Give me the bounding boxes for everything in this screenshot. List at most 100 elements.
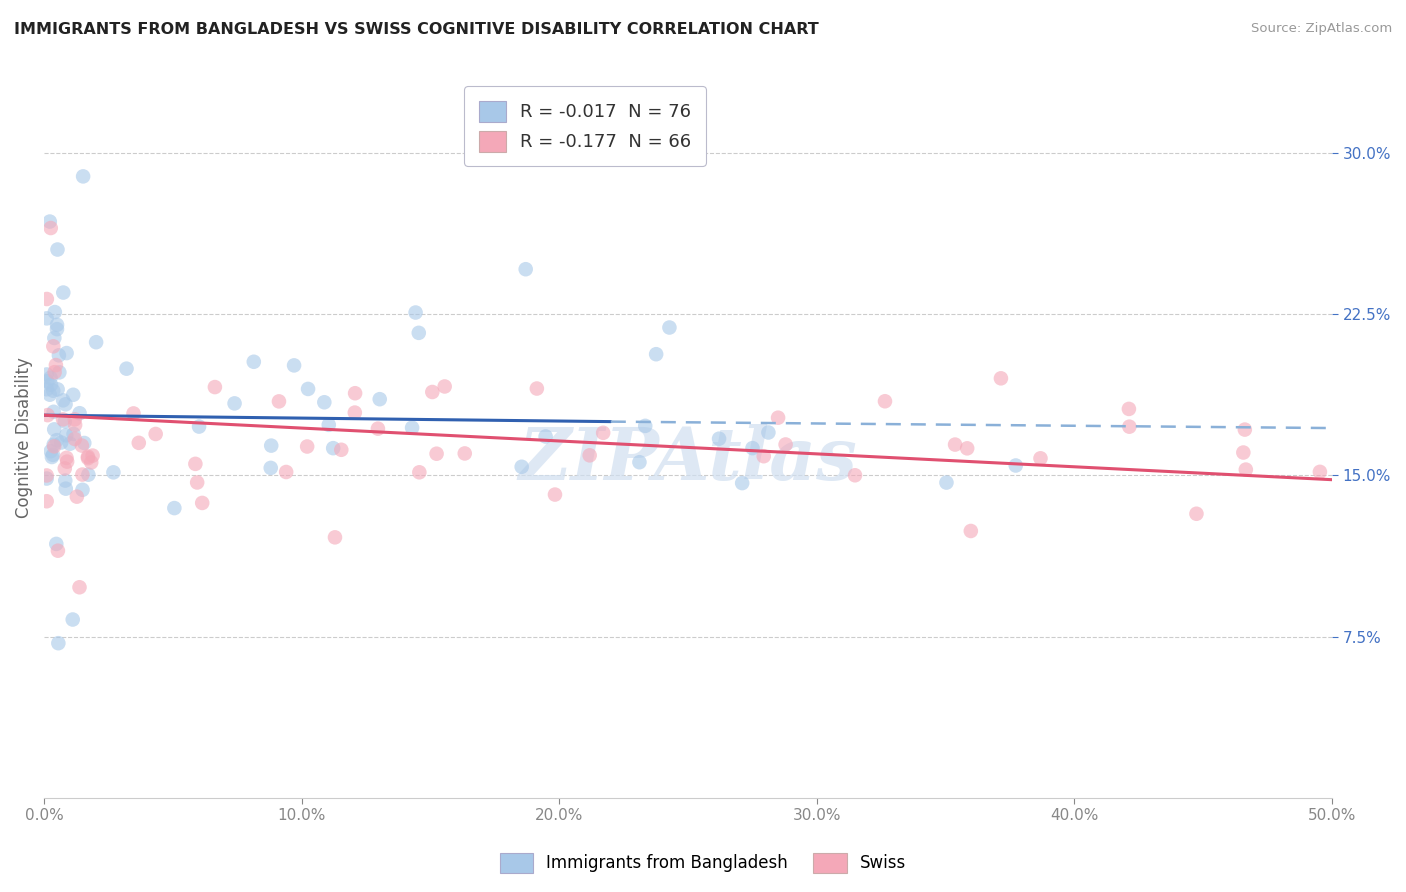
Point: [55, 397, 77, 411]
Point: [454, 446, 477, 460]
Point: [731, 476, 754, 491]
Point: [39, 377, 62, 392]
Text: IMMIGRANTS FROM BANGLADESH VS SWISS COGNITIVE DISABILITY CORRELATION CHART: IMMIGRANTS FROM BANGLADESH VS SWISS COGN…: [14, 22, 818, 37]
Point: [534, 429, 557, 443]
Point: [367, 422, 389, 436]
Point: [935, 475, 957, 490]
Point: [35, 292, 58, 306]
Point: [63, 417, 86, 432]
Point: [408, 465, 430, 479]
Point: [1234, 462, 1257, 476]
Point: [46, 243, 69, 257]
Point: [38, 214, 60, 228]
Point: [48, 365, 70, 379]
Point: [344, 386, 367, 401]
Point: [44, 331, 66, 345]
Point: [204, 380, 226, 394]
Point: [526, 382, 548, 396]
Point: [48, 348, 70, 362]
Point: [163, 501, 186, 516]
Point: [41, 450, 63, 464]
Point: [82, 449, 104, 463]
Point: [544, 487, 567, 501]
Point: [1232, 445, 1254, 459]
Point: [39, 370, 62, 384]
Point: [323, 530, 346, 544]
Point: [62, 613, 84, 627]
Point: [943, 437, 966, 451]
Point: [80, 455, 103, 469]
Point: [42, 405, 65, 419]
Point: [283, 359, 305, 373]
Point: [990, 371, 1012, 385]
Point: [408, 326, 430, 340]
Point: [510, 459, 533, 474]
Point: [260, 461, 283, 475]
Point: [314, 395, 336, 409]
Point: [752, 449, 775, 463]
Text: Source: ZipAtlas.com: Source: ZipAtlas.com: [1251, 22, 1392, 36]
Point: [775, 437, 797, 451]
Point: [115, 361, 138, 376]
Point: [1004, 458, 1026, 473]
Point: [46, 382, 69, 396]
Point: [243, 355, 266, 369]
Point: [77, 451, 100, 466]
Point: [186, 475, 208, 490]
Point: [844, 468, 866, 483]
Point: [55, 346, 77, 360]
Point: [592, 425, 614, 440]
Point: [1185, 507, 1208, 521]
Point: [343, 406, 366, 420]
Point: [44, 365, 66, 379]
Point: [72, 467, 94, 482]
Point: [1118, 401, 1140, 416]
Point: [1118, 419, 1140, 434]
Point: [122, 406, 145, 420]
Point: [46, 322, 69, 336]
Point: [191, 496, 214, 510]
Point: [37, 408, 59, 422]
Point: [45, 433, 67, 447]
Point: [55, 450, 77, 465]
Point: [46, 318, 69, 332]
Point: [44, 305, 66, 319]
Point: [51, 435, 73, 450]
Point: [103, 466, 125, 480]
Point: [42, 437, 65, 451]
Point: [658, 320, 681, 334]
Point: [405, 305, 427, 319]
Point: [295, 440, 318, 454]
Point: [46, 543, 69, 558]
Point: [368, 392, 391, 407]
Point: [72, 169, 94, 184]
Point: [297, 382, 319, 396]
Point: [63, 412, 86, 426]
Point: [35, 494, 58, 508]
Point: [634, 418, 657, 433]
Point: [128, 435, 150, 450]
Point: [35, 471, 58, 485]
Y-axis label: Cognitive Disability: Cognitive Disability: [15, 358, 32, 518]
Point: [267, 394, 290, 409]
Point: [44, 422, 66, 436]
Point: [52, 285, 75, 300]
Point: [70, 439, 93, 453]
Point: [145, 427, 167, 442]
Point: [420, 384, 443, 399]
Point: [62, 426, 84, 441]
Point: [72, 483, 94, 497]
Point: [39, 444, 62, 458]
Point: [322, 441, 344, 455]
Point: [401, 421, 423, 435]
Point: [188, 419, 211, 434]
Point: [52, 393, 75, 408]
Point: [45, 537, 67, 551]
Point: [39, 221, 62, 235]
Point: [44, 439, 66, 453]
Point: [35, 382, 58, 396]
Point: [55, 428, 77, 442]
Point: [45, 358, 67, 372]
Point: [84, 335, 107, 350]
Point: [959, 524, 981, 538]
